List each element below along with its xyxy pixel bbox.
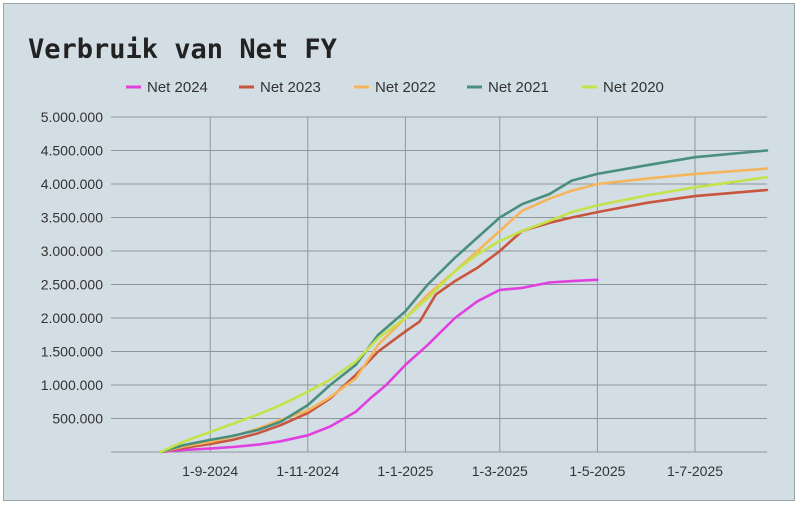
legend-item: Net 2024 xyxy=(126,79,208,96)
plot-area xyxy=(159,149,769,454)
y-tick-label: 4.000.000 xyxy=(41,176,103,192)
series-line-net-2021 xyxy=(159,149,769,454)
y-tick-label: 3.500.000 xyxy=(41,210,103,226)
y-tick-label: 4.500.000 xyxy=(41,143,103,159)
legend: Net 2024 Net 2023 Net 2022 Net 2021 Net 2020 xyxy=(126,79,664,96)
y-tick-label: 500.000 xyxy=(52,411,103,427)
chart-card: Verbruik van Net FY Net 2024 Net 2023 Net … xyxy=(3,3,795,501)
legend-item: Net 2020 xyxy=(582,79,664,96)
legend-label: Net 2023 xyxy=(260,79,321,96)
x-tick-label: 1-7-2025 xyxy=(667,463,723,479)
legend-label: Net 2021 xyxy=(488,79,549,96)
legend-item: Net 2023 xyxy=(239,79,321,96)
series-line-net-2023 xyxy=(159,188,769,454)
y-tick-label: 1.500.000 xyxy=(41,344,103,360)
series-line-net-2024 xyxy=(159,278,599,454)
x-axis: 1-9-2024 1-11-2024 1-1-2025 1-3-2025 1-5-202… xyxy=(182,463,723,479)
x-tick-label: 1-5-2025 xyxy=(569,463,625,479)
line-chart: Verbruik van Net FY Net 2024 Net 2023 Net … xyxy=(28,34,769,479)
y-tick-label: 1.000.000 xyxy=(41,377,103,393)
legend-item: Net 2021 xyxy=(467,79,549,96)
y-axis: 500.000 1.000.000 1.500.000 2.000.000 2.500.… xyxy=(41,109,104,427)
gridlines xyxy=(111,116,767,453)
x-tick-label: 1-3-2025 xyxy=(472,463,528,479)
legend-item: Net 2022 xyxy=(354,79,436,96)
x-tick-label: 1-1-2025 xyxy=(377,463,433,479)
chart-title: Verbruik van Net FY xyxy=(28,34,338,65)
legend-label: Net 2020 xyxy=(603,79,664,96)
x-tick-label: 1-9-2024 xyxy=(182,463,238,479)
series-line-net-2020 xyxy=(159,176,769,454)
y-tick-label: 2.000.000 xyxy=(41,310,103,326)
y-tick-label: 5.000.000 xyxy=(41,109,103,125)
legend-label: Net 2022 xyxy=(375,79,436,96)
y-tick-label: 2.500.000 xyxy=(41,277,103,293)
y-tick-label: 3.000.000 xyxy=(41,243,103,259)
legend-label: Net 2024 xyxy=(147,79,208,96)
x-tick-label: 1-11-2024 xyxy=(276,463,339,479)
